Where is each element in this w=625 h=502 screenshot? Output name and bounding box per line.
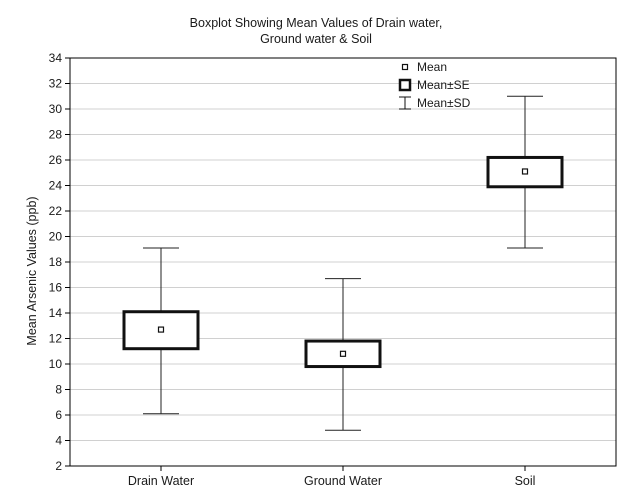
y-tick-label: 20 bbox=[49, 230, 63, 244]
box-group bbox=[122, 247, 200, 415]
y-tick-label: 26 bbox=[49, 153, 63, 167]
x-tick-label: Soil bbox=[515, 474, 536, 488]
y-tick-label: 24 bbox=[49, 179, 63, 193]
y-tick-label: 34 bbox=[49, 51, 63, 65]
y-tick-label: 14 bbox=[49, 306, 63, 320]
y-tick-label: 6 bbox=[55, 408, 62, 422]
y-tick-label: 30 bbox=[49, 102, 63, 116]
mean-marker bbox=[521, 168, 529, 175]
y-tick-label: 2 bbox=[55, 459, 62, 473]
data-marks bbox=[122, 95, 564, 431]
y-tick-label: 10 bbox=[49, 357, 63, 371]
legend-mean-label: Mean bbox=[417, 60, 447, 74]
x-tick-label: Drain Water bbox=[128, 474, 194, 488]
se-box bbox=[304, 339, 382, 369]
x-tick-label: Ground Water bbox=[304, 474, 382, 488]
y-tick-label: 18 bbox=[49, 255, 63, 269]
y-tick-label: 28 bbox=[49, 128, 63, 142]
box-group bbox=[304, 278, 382, 431]
mean-marker bbox=[157, 326, 165, 333]
y-tick-label: 12 bbox=[49, 332, 63, 346]
chart-title-line1: Boxplot Showing Mean Values of Drain wat… bbox=[190, 16, 443, 30]
chart-title-line2: Ground water & Soil bbox=[260, 32, 372, 46]
mean-marker bbox=[339, 350, 347, 357]
y-tick-label: 4 bbox=[55, 434, 62, 448]
legend-se-label: Mean±SE bbox=[417, 78, 470, 92]
y-tick-label: 22 bbox=[49, 204, 63, 218]
se-box bbox=[486, 155, 564, 189]
y-axis-label: Mean Arsenic Values (ppb) bbox=[25, 196, 39, 345]
legend-se-symbol bbox=[398, 78, 412, 92]
y-tick-label: 32 bbox=[49, 77, 63, 91]
y-tick-label: 16 bbox=[49, 281, 63, 295]
legend-mean-symbol bbox=[401, 63, 409, 71]
box-group bbox=[486, 95, 564, 249]
y-tick-label: 8 bbox=[55, 383, 62, 397]
legend: Mean Mean±SE Mean±SD bbox=[398, 60, 471, 110]
legend-sd-label: Mean±SD bbox=[417, 96, 471, 110]
